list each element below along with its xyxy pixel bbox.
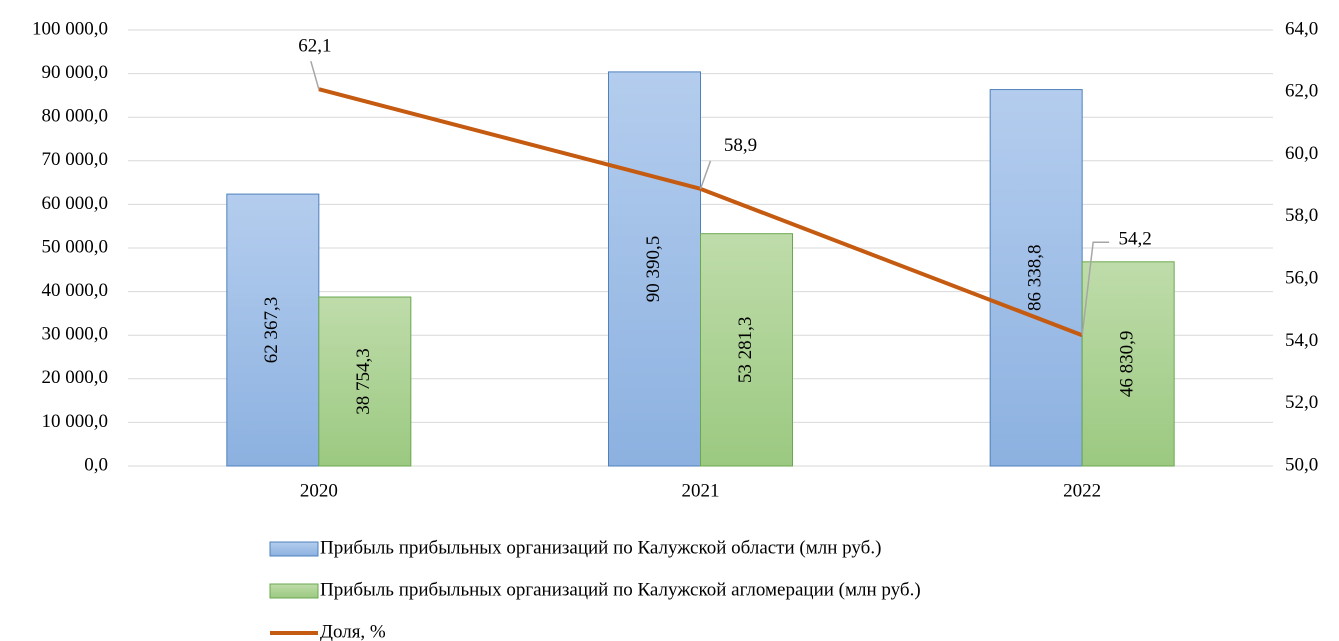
leader-line xyxy=(1081,241,1110,336)
line-value-label: 54,2 xyxy=(1119,229,1152,250)
legend-swatch xyxy=(269,583,319,599)
y2-tick-label: 62,0 xyxy=(1285,81,1318,102)
y2-tick-label: 58,0 xyxy=(1285,205,1318,226)
legend-label: Прибыль прибыльных организаций по Калужс… xyxy=(320,537,881,558)
y2-tick-label: 60,0 xyxy=(1285,143,1318,164)
bar-value-label: 86 338,8 xyxy=(1025,245,1046,312)
y-tick-label: 50 000,0 xyxy=(42,236,109,257)
y-tick-label: 100 000,0 xyxy=(32,18,108,39)
y2-tick-label: 56,0 xyxy=(1285,268,1318,289)
bar-value-label: 53 281,3 xyxy=(735,317,756,384)
legend-swatch xyxy=(269,541,319,557)
bar xyxy=(700,233,793,467)
bar xyxy=(1081,261,1175,467)
bar-value-label: 90 390,5 xyxy=(643,236,664,303)
legend-label: Прибыль прибыльных организаций по Калужс… xyxy=(320,579,921,600)
legend-label: Доля, % xyxy=(320,621,386,641)
x-tick-label: 2022 xyxy=(1063,480,1101,501)
line-value-label: 58,9 xyxy=(724,135,757,156)
y-tick-label: 90 000,0 xyxy=(42,62,109,83)
y2-tick-label: 52,0 xyxy=(1285,392,1318,413)
y-tick-label: 60 000,0 xyxy=(42,193,109,214)
y2-tick-label: 54,0 xyxy=(1285,330,1318,351)
y-tick-label: 80 000,0 xyxy=(42,106,109,127)
leader-line xyxy=(699,160,712,190)
y-tick-label: 40 000,0 xyxy=(42,280,109,301)
y-tick-label: 30 000,0 xyxy=(42,324,109,345)
y-tick-label: 20 000,0 xyxy=(42,367,109,388)
bar xyxy=(226,193,320,467)
line-value-label: 62,1 xyxy=(298,36,331,57)
leader-line xyxy=(310,60,320,90)
bar xyxy=(989,89,1083,467)
y2-tick-label: 50,0 xyxy=(1285,454,1318,475)
x-tick-label: 2020 xyxy=(300,480,338,501)
y-tick-label: 0,0 xyxy=(84,454,108,475)
y2-tick-label: 64,0 xyxy=(1285,18,1318,39)
bar-value-label: 46 830,9 xyxy=(1117,331,1138,398)
x-tick-label: 2021 xyxy=(682,480,720,501)
bar xyxy=(608,71,701,467)
y-tick-label: 10 000,0 xyxy=(42,411,109,432)
bar xyxy=(318,296,412,467)
y-tick-label: 70 000,0 xyxy=(42,149,109,170)
bar-value-label: 62 367,3 xyxy=(261,297,282,364)
bar-value-label: 38 754,3 xyxy=(353,348,374,415)
